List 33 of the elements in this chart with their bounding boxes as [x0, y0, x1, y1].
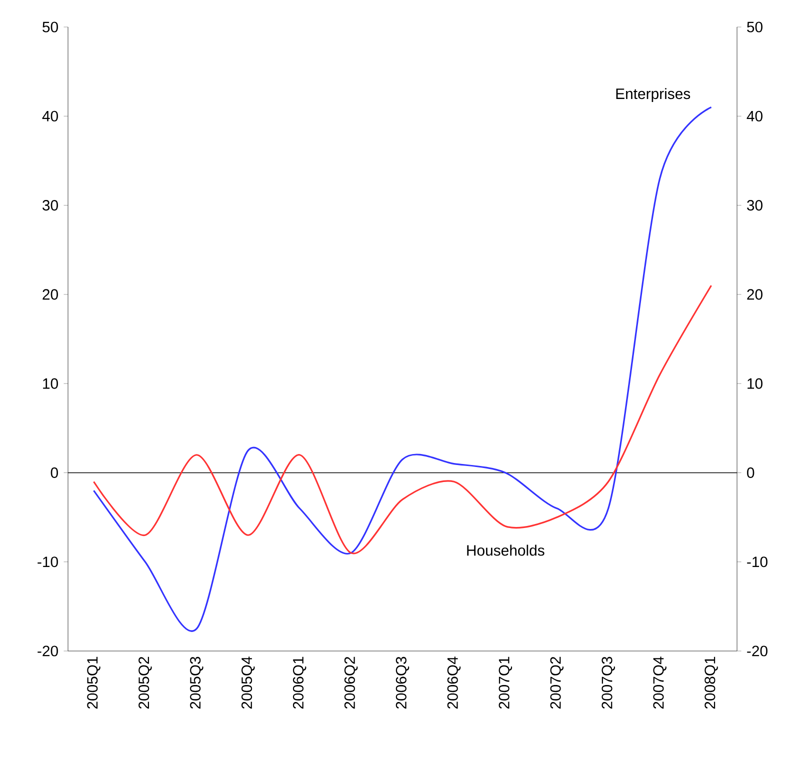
- x-tick-label: 2006Q4: [447, 656, 461, 709]
- x-tick-label: 2008Q1: [704, 656, 718, 709]
- x-tick-label: 2007Q3: [602, 656, 615, 709]
- y2-tick-label: -10: [38, 556, 58, 568]
- x-tick-label: 2006Q3: [396, 656, 410, 709]
- x-tick-label: 2007Q2: [550, 656, 564, 709]
- line-series: [92, 284, 712, 554]
- y-tick-label: -10: [747, 556, 768, 568]
- y2-tick-label: 30: [42, 200, 58, 211]
- y-tick-label: 30: [747, 200, 762, 211]
- y2-tick-label: 50: [42, 22, 58, 32]
- y-tick-label: 50: [747, 22, 762, 32]
- y2-tick-label: 10: [43, 378, 58, 389]
- y2-tick-label: 20: [42, 289, 58, 300]
- x-tick-label: 2005Q4: [241, 656, 255, 709]
- y-tick-label: 10: [748, 378, 762, 389]
- y-tick-label: 0: [747, 467, 754, 478]
- line-series: [92, 106, 712, 630]
- series-label: Households: [467, 544, 544, 556]
- x-tick-label: 2005Q2: [138, 656, 152, 709]
- y-tick-label: 20: [747, 289, 762, 300]
- y2-tick-label: -20: [38, 646, 58, 656]
- y-tick-label: -20: [747, 646, 768, 656]
- x-tick-label: 2005Q1: [87, 656, 100, 709]
- y2-tick-label: 40: [42, 110, 58, 122]
- x-tick-label: 2007Q4: [653, 656, 666, 709]
- x-tick-label: 2005Q3: [190, 656, 204, 709]
- y2-tick-label: 0: [50, 467, 58, 478]
- x-tick-label: 2007Q1: [498, 656, 512, 709]
- series-label: Enterprises: [616, 88, 690, 102]
- y-tick-label: 40: [746, 110, 762, 122]
- x-tick-label: 2006Q2: [344, 656, 358, 709]
- x-tick-label: 2006Q1: [292, 656, 306, 709]
